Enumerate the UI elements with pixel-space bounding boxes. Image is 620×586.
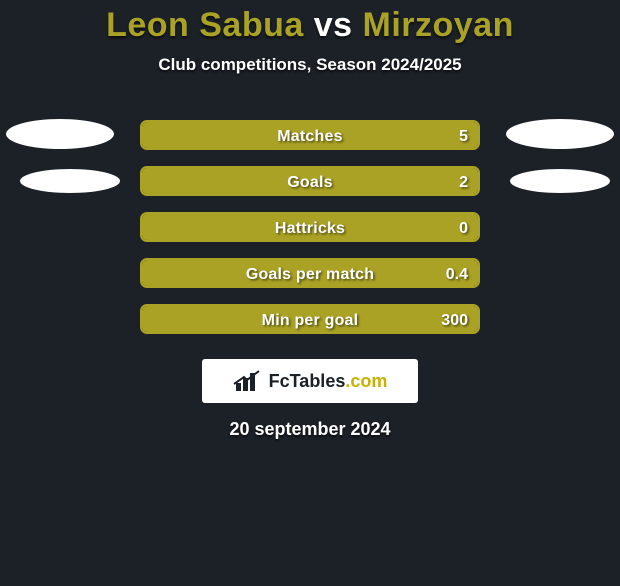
bar-fill	[142, 306, 478, 332]
side-ellipse	[6, 119, 114, 149]
bar-track: Goals2	[140, 166, 480, 196]
bar-fill	[142, 122, 478, 148]
bar-fill	[142, 260, 478, 286]
side-ellipse	[20, 169, 120, 193]
side-ellipse	[506, 119, 614, 149]
side-ellipse	[510, 169, 610, 193]
bar-fill	[142, 214, 478, 240]
badge-text-suffix: .com	[345, 371, 387, 391]
chart-row-2: Hattricks0	[0, 203, 620, 249]
bar-track: Goals per match0.4	[140, 258, 480, 288]
title-vs: vs	[314, 6, 353, 44]
badge-text-prefix: FcTables	[269, 371, 346, 391]
bar-track: Hattricks0	[140, 212, 480, 242]
bar-chart-icon	[233, 369, 261, 393]
title-player1: Leon Sabua	[106, 6, 304, 44]
bar-track: Matches5	[140, 120, 480, 150]
bar-fill	[142, 168, 478, 194]
chart-row-4: Min per goal300	[0, 295, 620, 341]
badge-text: FcTables.com	[269, 371, 388, 392]
title-player2: Mirzoyan	[363, 6, 514, 44]
chart-row-3: Goals per match0.4	[0, 249, 620, 295]
page-title: Leon Sabua vs Mirzoyan	[0, 6, 620, 45]
subtitle: Club competitions, Season 2024/2025	[0, 55, 620, 75]
chart-row-1: Goals2	[0, 157, 620, 203]
chart-rows: Matches5 Goals2 Hattricks0 Goals per match0…	[0, 111, 620, 341]
source-badge: FcTables.com	[202, 359, 418, 403]
chart-row-0: Matches5	[0, 111, 620, 157]
date-text: 20 september 2024	[0, 419, 620, 440]
bar-track: Min per goal300	[140, 304, 480, 334]
